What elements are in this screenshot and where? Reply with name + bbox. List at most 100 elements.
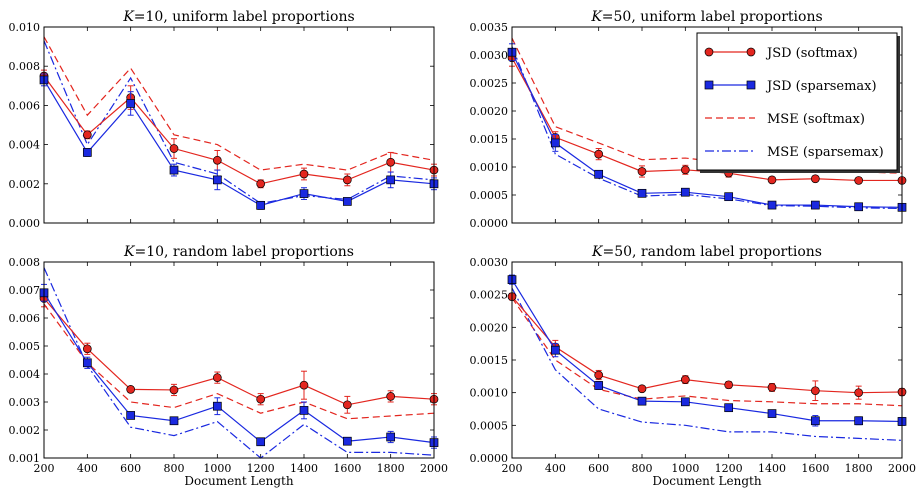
legend-marker — [704, 80, 714, 90]
data-point-square — [386, 432, 396, 442]
title-text: =10, uniform label proportions — [134, 9, 355, 25]
y-tick-label: 0.002 — [9, 424, 41, 437]
title-text: =50, uniform label proportions — [602, 9, 823, 25]
data-point-square — [724, 403, 734, 413]
y-tick-label: 0.006 — [9, 99, 41, 112]
x-tick-label: 1800 — [377, 462, 405, 475]
y-tick-label: 0.004 — [9, 368, 41, 381]
data-point-square — [212, 175, 222, 185]
data-point-square — [680, 397, 690, 407]
x-tick-label: 600 — [120, 462, 141, 475]
data-point-circle — [212, 155, 222, 165]
y-tick-label: 0.0010 — [470, 387, 509, 400]
data-point-circle — [386, 392, 396, 401]
plot-frame — [511, 26, 903, 224]
data-point-square — [342, 197, 352, 206]
series-line-jsd-softmax — [43, 75, 435, 185]
series-line-mse-sparsemax — [43, 267, 435, 459]
series-line-jsd-softmax — [511, 296, 903, 394]
y-tick-label: 0.0020 — [470, 105, 509, 118]
data-point-square — [126, 411, 136, 420]
y-tick-label: 0.004 — [9, 139, 41, 152]
x-tick-label: 2000 — [420, 462, 448, 475]
data-point-circle — [767, 383, 777, 392]
data-point-square — [767, 200, 777, 210]
y-tick-label: 0.0005 — [470, 189, 509, 202]
y-tick-label: 0.0035 — [470, 21, 509, 34]
data-point-circle — [724, 380, 734, 390]
x-tick-label: 1400 — [290, 462, 318, 475]
y-tick-label: 0.0020 — [470, 321, 509, 334]
chart-panel-2: K=50, uniform label proportions 0.0000 0.0… — [470, 9, 907, 230]
legend-entry-label: MSE (sparsemax) — [767, 145, 884, 160]
panel-title: K=50, uniform label proportions — [590, 9, 822, 25]
x-tick-label: 800 — [164, 462, 185, 475]
y-tick-label: 0.0000 — [470, 452, 509, 465]
data-point-square — [82, 358, 92, 368]
series-line-mse-softmax — [43, 36, 435, 171]
y-tick-label: 0.0025 — [470, 77, 509, 90]
series-line-jsd-sparsemax — [43, 292, 435, 444]
data-point-square — [680, 187, 690, 197]
data-point-square — [550, 138, 560, 148]
data-point-circle — [854, 388, 864, 398]
data-point-square — [256, 201, 266, 210]
title-variable: K — [590, 9, 603, 25]
data-point-circle — [82, 344, 92, 354]
x-tick-label: 200 — [502, 462, 523, 475]
data-point-square — [854, 202, 864, 212]
y-tick-label: 0.0005 — [470, 419, 509, 432]
data-point-circle — [594, 149, 604, 159]
y-tick-label: 0.007 — [9, 284, 41, 297]
y-tick-label: 0.0025 — [470, 289, 509, 302]
title-variable: K — [591, 244, 604, 260]
data-point-square — [854, 416, 864, 426]
legend-marker — [746, 80, 756, 90]
y-tick-label: 0.008 — [9, 256, 41, 269]
x-tick-label: 2000 — [888, 462, 916, 475]
y-tick-label: 0.0015 — [470, 354, 509, 367]
data-point-square — [637, 396, 647, 406]
data-point-circle — [126, 385, 136, 394]
data-point-circle — [256, 394, 266, 404]
data-point-circle — [212, 373, 222, 382]
x-tick-label: 1600 — [801, 462, 829, 475]
legend-marker — [704, 47, 714, 57]
data-point-circle — [767, 175, 777, 185]
data-point-circle — [680, 165, 690, 175]
legend-entry-label: MSE (softmax) — [767, 112, 865, 127]
data-point-square — [594, 169, 604, 179]
y-tick-label: 0.000 — [9, 217, 41, 230]
y-tick-label: 0.0015 — [470, 133, 509, 146]
series-line-jsd-sparsemax — [511, 51, 903, 208]
y-tick-label: 0.005 — [9, 340, 41, 353]
series-line-jsd-sparsemax — [511, 279, 903, 423]
series-line-mse-softmax — [43, 303, 435, 420]
data-point-circle — [680, 375, 690, 384]
series-line-mse-sparsemax — [511, 46, 903, 210]
y-tick-label: 0.006 — [9, 312, 41, 325]
panel-title: K=10, random label proportions — [123, 244, 354, 260]
plot-frame — [43, 26, 435, 224]
data-point-square — [256, 437, 266, 447]
data-point-square — [594, 381, 604, 390]
data-point-square — [169, 416, 179, 426]
series-line-jsd-sparsemax — [43, 79, 435, 207]
series-line-jsd-softmax — [43, 298, 435, 406]
data-point-circle — [637, 384, 647, 394]
data-point-circle — [854, 176, 864, 185]
x-tick-label: 1600 — [333, 462, 361, 475]
data-point-circle — [810, 386, 820, 396]
data-point-circle — [342, 400, 352, 410]
title-variable: K — [123, 244, 136, 260]
data-point-circle — [299, 169, 309, 179]
chart-panel-3: K=10, random label proportions 0.001 0.002… — [9, 244, 449, 488]
data-point-circle — [386, 157, 396, 167]
data-point-square — [212, 401, 222, 411]
y-tick-label: 0.001 — [9, 452, 41, 465]
legend-entry-label: JSD (sparsemax) — [765, 79, 877, 94]
panel-title: K=10, uniform label proportions — [122, 9, 354, 25]
y-tick-label: 0.003 — [9, 396, 41, 409]
data-point-circle — [256, 179, 266, 189]
